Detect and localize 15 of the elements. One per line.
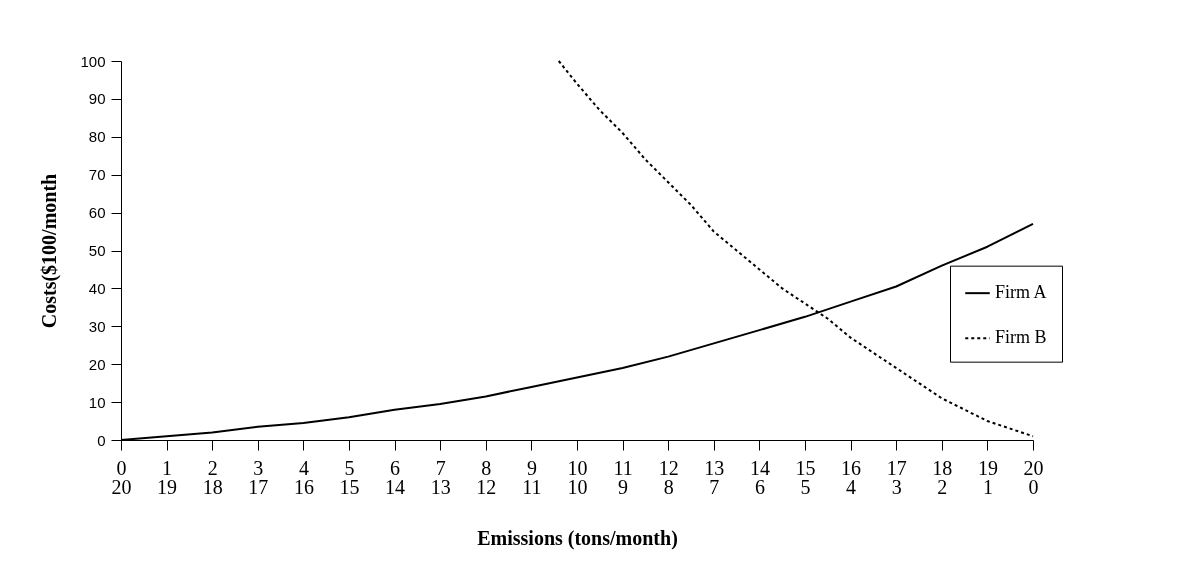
y-tick-label: 30 — [88, 317, 106, 335]
y-tick-label: 40 — [88, 279, 106, 297]
y-tick-label: 0 — [97, 431, 106, 449]
y-tick-label: 80 — [88, 128, 106, 146]
x-axis-title: Emissions (tons/month) — [477, 526, 678, 550]
y-tick-label: 60 — [88, 204, 106, 222]
y-tick-label: 50 — [88, 242, 106, 259]
y-tick-label: 20 — [88, 355, 106, 373]
y-tick-label: 100 — [80, 52, 106, 70]
legend-label: Firm A — [995, 282, 1047, 303]
y-tick-label: 10 — [88, 393, 106, 411]
legend-label: Firm B — [995, 327, 1047, 348]
y-axis-title: Costs($100/month — [38, 173, 62, 329]
y-tick-label: 70 — [88, 166, 106, 184]
y-tick-label: 90 — [88, 90, 106, 108]
